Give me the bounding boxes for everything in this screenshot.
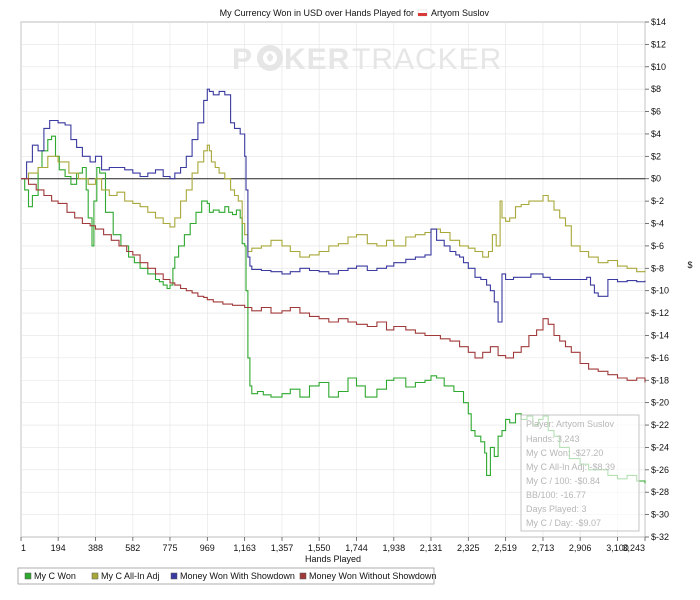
- series-line-money-won-with-showdown: [21, 88, 646, 323]
- y-tick-label: $12: [651, 39, 666, 49]
- poker-chip-icon: [257, 45, 283, 71]
- series-line-my-c-all-in-adj: [21, 144, 646, 273]
- series-lines: [21, 88, 646, 484]
- y-tick-label: $-28: [651, 487, 669, 497]
- watermark: P KER TRACKER: [232, 43, 502, 76]
- y-axis-title: $: [687, 260, 692, 270]
- x-tick-label: 1,163: [233, 543, 256, 553]
- stat-days: Days Played: 3: [526, 504, 587, 514]
- x-tick-label: 1,938: [383, 543, 406, 553]
- x-tick-label: 388: [88, 543, 103, 553]
- y-tick-label: $6: [651, 107, 661, 117]
- legend-item-my-c-won[interactable]: My C Won: [24, 571, 76, 581]
- stat-allin: My C All-In Adj: -$8.39: [526, 462, 615, 472]
- y-tick-label: $8: [651, 84, 661, 94]
- y-tick-label: $4: [651, 129, 661, 139]
- y-tick-label: $14: [651, 17, 666, 27]
- y-tick-label: $-30: [651, 510, 669, 520]
- y-tick-label: $0: [651, 174, 661, 184]
- x-tick-label: 582: [125, 543, 140, 553]
- x-tick-label: 1,550: [308, 543, 331, 553]
- x-tick-label: 775: [162, 543, 177, 553]
- y-tick-label: $-8: [651, 263, 664, 273]
- y-tick-label: $-18: [651, 375, 669, 385]
- stat-won: My C Won: -$27.20: [526, 448, 603, 458]
- chart-title: My Currency Won in USD over Hands Played…: [220, 8, 414, 18]
- stat-player: Player: Artyom Suslov: [526, 419, 615, 429]
- series-line-money-won-without-showdown: [21, 178, 646, 383]
- y-tick-label: $-24: [651, 442, 669, 452]
- watermark-part2: KER: [284, 43, 350, 76]
- x-tick-label: 3,100: [606, 543, 629, 553]
- legend-label-all-in-adj: My C All-In Adj: [101, 571, 160, 581]
- y-tick-label: $-2: [651, 196, 664, 206]
- y-tick-label: $10: [651, 62, 666, 72]
- legend-item-without-showdown[interactable]: Money Won Without Showdown: [299, 571, 436, 581]
- x-tick-label: 2,713: [532, 543, 555, 553]
- legend-label-my-c-won: My C Won: [34, 571, 76, 581]
- legend-label-without-showdown: Money Won Without Showdown: [309, 571, 436, 581]
- legend: My C Won My C All-In Adj Money Won With …: [17, 567, 436, 585]
- x-tick-label: 194: [51, 543, 66, 553]
- x-tick-label: 2,519: [494, 543, 517, 553]
- stat-hands: Hands: 3,243: [526, 434, 580, 444]
- series-line-my-c-won: [21, 135, 646, 484]
- legend-swatch-all-in-adj: [91, 572, 99, 580]
- x-tick-label: 1,744: [345, 543, 368, 553]
- y-tick-label: $2: [651, 151, 661, 161]
- legend-swatch-my-c-won: [24, 572, 32, 580]
- y-tick-label: $-32: [651, 532, 669, 542]
- x-tick-label: 969: [200, 543, 215, 553]
- y-tick-label: $-26: [651, 465, 669, 475]
- y-tick-label: $-6: [651, 241, 664, 251]
- stat-bb100: BB/100: -16.77: [526, 490, 586, 500]
- x-tick-label: 3,243: [622, 543, 645, 553]
- legend-swatch-with-showdown: [170, 572, 178, 580]
- y-axis: $14 $12 $10 $8 $6 $4 $2 $0 $-2 $-4 $-6 $-8 $-10 $-12 $…: [645, 17, 669, 542]
- flag-icon: [417, 9, 428, 17]
- y-tick-label: $-14: [651, 330, 669, 340]
- x-tick-label: 2,131: [420, 543, 443, 553]
- stat-per100: My C / 100: -$0.84: [526, 476, 600, 486]
- legend-label-with-showdown: Money Won With Showdown: [180, 571, 295, 581]
- x-tick-label: 1: [21, 543, 26, 553]
- y-tick-label: $-12: [651, 308, 669, 318]
- x-axis-title: Hands Played: [305, 554, 361, 564]
- stat-perday: My C / Day: -$9.07: [526, 518, 601, 528]
- y-tick-label: $-16: [651, 353, 669, 363]
- watermark-part3: TRACKER: [352, 43, 502, 76]
- legend-swatch-without-showdown: [299, 572, 307, 580]
- watermark-part1: P: [232, 43, 253, 76]
- y-tick-label: $-4: [651, 219, 664, 229]
- y-tick-label: $-22: [651, 420, 669, 430]
- x-tick-label: 1,357: [271, 543, 294, 553]
- x-axis: 1 194 388 582 775 969 1,163 1,357 1,550 1,744 1,93…: [20, 537, 646, 553]
- stats-box: Player: Artyom Suslov Hands: 3,243 My C …: [520, 414, 640, 532]
- legend-item-all-in-adj[interactable]: My C All-In Adj: [91, 571, 160, 581]
- y-tick-label: $-20: [651, 398, 669, 408]
- player-name: Artyom Suslov: [431, 8, 490, 18]
- x-tick-label: 2,325: [457, 543, 480, 553]
- y-tick-label: $-10: [651, 286, 669, 296]
- x-tick-label: 2,906: [569, 543, 592, 553]
- legend-item-with-showdown[interactable]: Money Won With Showdown: [170, 571, 295, 581]
